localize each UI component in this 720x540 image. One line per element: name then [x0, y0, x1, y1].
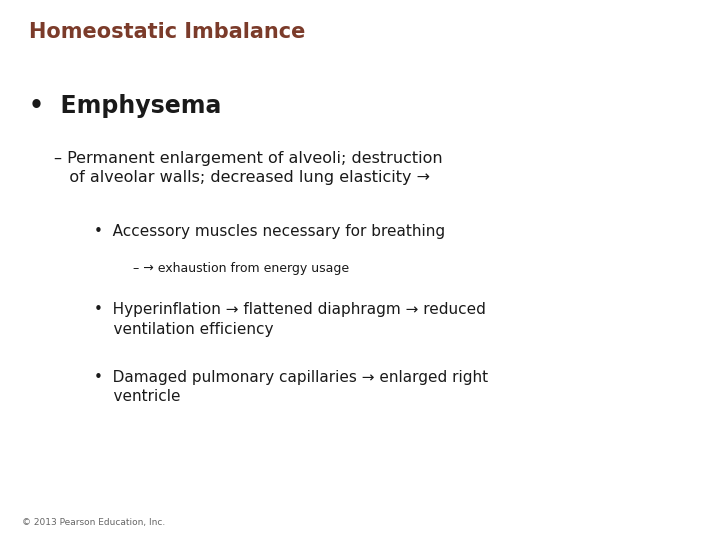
Text: •  Emphysema: • Emphysema [29, 94, 221, 118]
Text: •  Hyperinflation → flattened diaphragm → reduced
    ventilation efficiency: • Hyperinflation → flattened diaphragm →… [94, 302, 485, 336]
Text: – Permanent enlargement of alveoli; destruction
   of alveolar walls; decreased : – Permanent enlargement of alveoli; dest… [54, 151, 443, 185]
Text: •  Accessory muscles necessary for breathing: • Accessory muscles necessary for breath… [94, 224, 445, 239]
Text: © 2013 Pearson Education, Inc.: © 2013 Pearson Education, Inc. [22, 517, 165, 526]
Text: •  Damaged pulmonary capillaries → enlarged right
    ventricle: • Damaged pulmonary capillaries → enlarg… [94, 370, 487, 404]
Text: – → exhaustion from energy usage: – → exhaustion from energy usage [133, 262, 349, 275]
Text: Homeostatic Imbalance: Homeostatic Imbalance [29, 22, 305, 42]
